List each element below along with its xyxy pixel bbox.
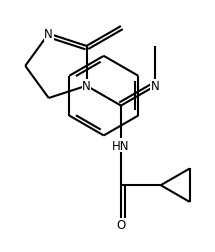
Text: HN: HN (112, 139, 130, 152)
Text: O: O (116, 219, 126, 232)
Text: N: N (44, 28, 53, 41)
Text: N: N (82, 80, 91, 93)
Text: N: N (151, 80, 160, 93)
